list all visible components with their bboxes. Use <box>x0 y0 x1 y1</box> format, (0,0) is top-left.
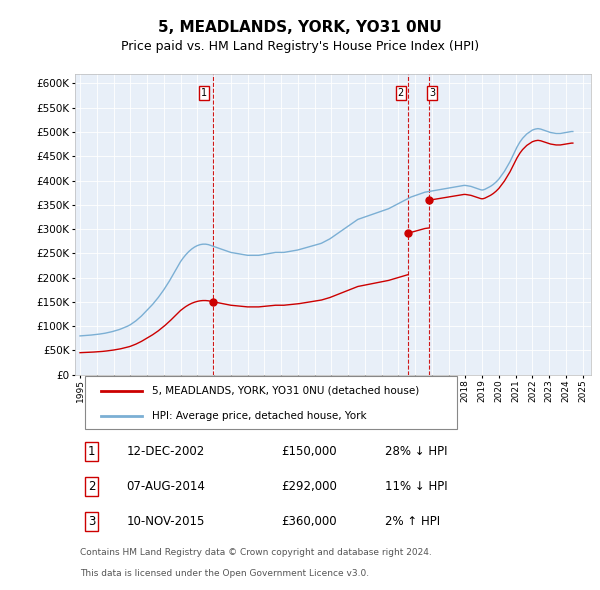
Text: 10-NOV-2015: 10-NOV-2015 <box>127 515 205 528</box>
Text: Contains HM Land Registry data © Crown copyright and database right 2024.: Contains HM Land Registry data © Crown c… <box>80 548 432 557</box>
Text: 3: 3 <box>429 88 435 99</box>
Text: 07-AUG-2014: 07-AUG-2014 <box>127 480 205 493</box>
Text: 5, MEADLANDS, YORK, YO31 0NU (detached house): 5, MEADLANDS, YORK, YO31 0NU (detached h… <box>152 386 419 396</box>
Text: £150,000: £150,000 <box>281 445 337 458</box>
Text: 2: 2 <box>88 480 95 493</box>
Text: 1: 1 <box>88 445 95 458</box>
Text: 1: 1 <box>201 88 207 99</box>
Text: 28% ↓ HPI: 28% ↓ HPI <box>385 445 447 458</box>
Text: £360,000: £360,000 <box>281 515 337 528</box>
Text: Price paid vs. HM Land Registry's House Price Index (HPI): Price paid vs. HM Land Registry's House … <box>121 40 479 53</box>
Text: 2: 2 <box>398 88 404 99</box>
Text: This data is licensed under the Open Government Licence v3.0.: This data is licensed under the Open Gov… <box>80 569 369 578</box>
Text: 5, MEADLANDS, YORK, YO31 0NU: 5, MEADLANDS, YORK, YO31 0NU <box>158 20 442 35</box>
FancyBboxPatch shape <box>85 376 457 429</box>
Text: 2% ↑ HPI: 2% ↑ HPI <box>385 515 440 528</box>
Text: 3: 3 <box>88 515 95 528</box>
Text: 11% ↓ HPI: 11% ↓ HPI <box>385 480 447 493</box>
Text: HPI: Average price, detached house, York: HPI: Average price, detached house, York <box>152 411 367 421</box>
Text: £292,000: £292,000 <box>281 480 337 493</box>
Text: 12-DEC-2002: 12-DEC-2002 <box>127 445 205 458</box>
